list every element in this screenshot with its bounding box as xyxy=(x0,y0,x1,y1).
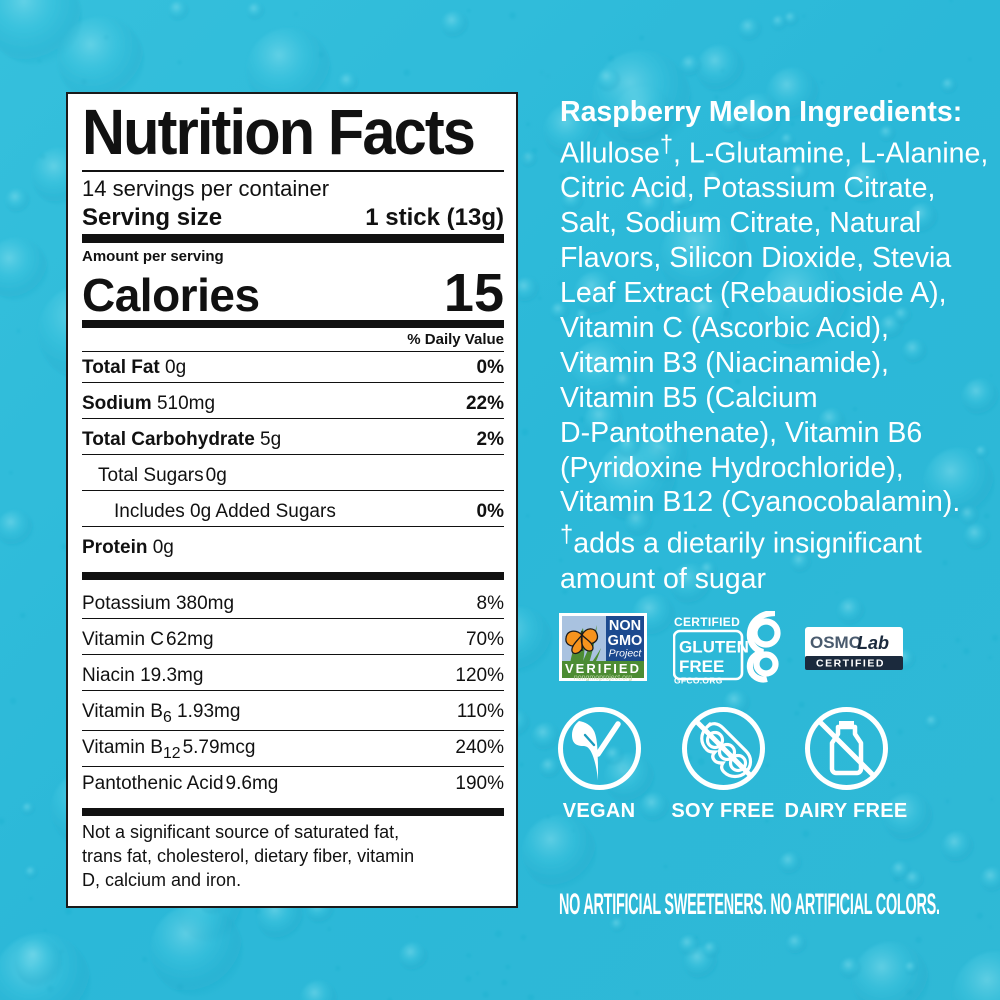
svg-text:GLUTEN: GLUTEN xyxy=(679,638,749,657)
svg-text:NON: NON xyxy=(609,618,641,634)
svg-text:CERTIFIED: CERTIFIED xyxy=(674,615,740,629)
svg-text:Project: Project xyxy=(609,648,643,660)
svg-text:GFCO.ORG: GFCO.ORG xyxy=(674,676,723,685)
svg-text:CERTIFIED: CERTIFIED xyxy=(816,658,885,670)
svg-text:Lab: Lab xyxy=(857,633,889,653)
svg-text:FREE: FREE xyxy=(679,657,724,676)
svg-text:OSMO: OSMO xyxy=(810,633,862,652)
svg-text:nongmoproject.org: nongmoproject.org xyxy=(574,675,632,682)
